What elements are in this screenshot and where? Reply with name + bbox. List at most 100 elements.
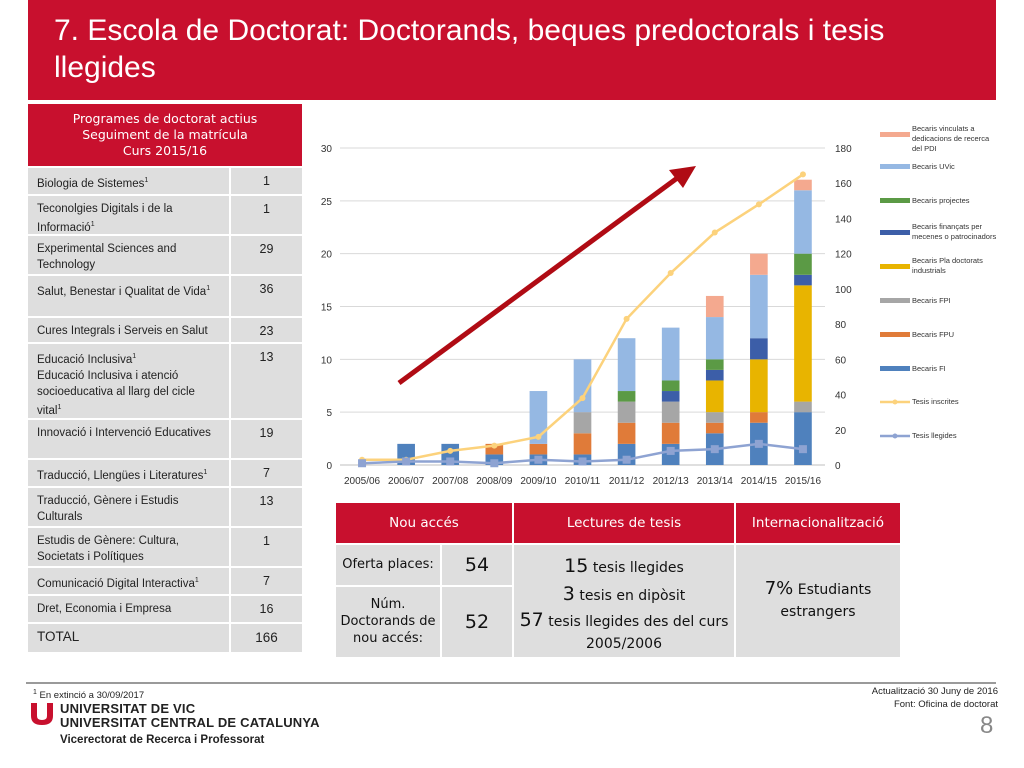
legend-label: Becaris FPU (912, 330, 954, 339)
program-value: 1 (229, 528, 302, 566)
program-name: Dret, Economia i Empresa (37, 601, 222, 617)
program-name-text: Experimental Sciences and Technology (37, 243, 177, 271)
line-point (491, 442, 498, 449)
right-axis-tick: 20 (835, 426, 847, 437)
slide-title: 7. Escola de Doctorat: Doctorands, beque… (54, 14, 885, 84)
x-axis-tick: 2008/09 (476, 476, 513, 487)
lectures-line-1: 15 tesis llegides (514, 553, 734, 581)
program-name-text: Traducció, Gènere i Estudis Culturals (37, 495, 179, 523)
line-point (667, 270, 674, 277)
bar-segment (705, 295, 724, 318)
right-axis-tick: 60 (835, 355, 847, 366)
program-row: Innovació i Intervenció Educatives 19 (28, 420, 302, 460)
oferta-label: Oferta places: (336, 545, 440, 585)
page-number: 8 (980, 712, 994, 739)
bar-segment (705, 369, 724, 381)
program-name-text: Cures Integrals i Serveis en Salut (37, 325, 208, 337)
program-row: Estudis de Gènere: Cultura, Societats i … (28, 528, 302, 568)
intl-text: Estudiants estrangers (780, 582, 872, 620)
line-point (798, 445, 807, 454)
update-line1: Actualització 30 Juny de 2016 (871, 686, 998, 697)
bar-segment (485, 443, 504, 455)
trend-arrow-head (669, 166, 696, 188)
update-line2: Font: Oficina de doctorat (893, 699, 998, 710)
x-axis-tick: 2006/07 (388, 476, 425, 487)
program-row: Cures Integrals i Serveis en Salut 23 (28, 318, 302, 344)
bar-segment (617, 422, 636, 444)
legend-label: Becaris FI (912, 364, 946, 373)
line-point (490, 459, 499, 468)
program-row: Traducció, Llengües i Literatures1 7 (28, 460, 302, 488)
line-point (447, 447, 454, 454)
left-axis-tick: 30 (321, 144, 333, 155)
bar-segment (794, 285, 812, 402)
program-value: 23 (229, 318, 302, 342)
nou-value: 52 (442, 587, 512, 657)
right-axis-tick: 40 (835, 391, 847, 402)
bar-segment (661, 422, 680, 444)
program-footnote-mark: 1 (206, 285, 211, 292)
intl-num: 7% (764, 578, 794, 599)
bar-segment (794, 401, 812, 413)
program-value: 16 (229, 596, 302, 622)
lectures-line-3: 57 tesis llegides des del curs 2005/2006 (514, 609, 734, 655)
program-row: Teconolgies Digitals i de la Informació1… (28, 196, 302, 236)
program-value: 13 (229, 488, 302, 526)
legend-label: Tesis llegides (912, 431, 957, 440)
line-point (578, 457, 587, 466)
university-logo-icon (31, 703, 53, 725)
bar-segment (750, 274, 768, 339)
header-lectures: Lectures de tesis (514, 503, 734, 543)
lectures-text-1: tesis llegides (592, 560, 684, 576)
footnote: 1 En extinció a 30/09/2017 (33, 689, 144, 701)
program-name: TOTAL (37, 629, 222, 645)
program-name-line2: Educació Inclusiva i atenció socioeducat… (37, 369, 195, 417)
program-row: Dret, Economia i Empresa 16 (28, 596, 302, 624)
bar-segment (617, 391, 636, 402)
legend-label: Becaris FPI (912, 296, 951, 305)
bar-segment (794, 253, 812, 275)
program-name-text: Innovació i Intervenció Educatives (37, 427, 211, 439)
title-bar: 7. Escola de Doctorat: Doctorands, beque… (28, 0, 996, 100)
bar-segment (661, 327, 680, 381)
update-info: Actualització 30 Juny de 2016 Font: Ofic… (872, 685, 998, 711)
legend-label: Becaris UVic (912, 162, 955, 171)
programs-header-line3: Curs 2015/16 (122, 143, 208, 158)
legend-swatch (880, 264, 910, 269)
program-name-line1: Educació Inclusiva (37, 353, 133, 366)
right-axis-tick: 180 (835, 144, 852, 155)
bar-segment (529, 443, 548, 455)
right-axis-tick: 140 (835, 214, 852, 225)
program-name-text: Estudis de Gènere: Cultura, Societats i … (37, 535, 179, 563)
line-point (446, 457, 455, 466)
bar-segment (705, 422, 724, 434)
program-value: 13 (229, 344, 302, 418)
doctorate-chart: 0 5 10 15 20 25 30 0 20 40 60 80 100 120 140 160 180 2005… (321, 124, 997, 487)
line-point (534, 455, 543, 464)
left-axis-tick: 15 (321, 303, 333, 314)
program-footnote-mark: 1 (194, 577, 199, 584)
nou-label: Núm. Doctorands de nou accés: (336, 587, 440, 657)
bar-segment (794, 190, 812, 254)
program-name: Cures Integrals i Serveis en Salut (37, 323, 222, 339)
bar-segment (705, 317, 724, 360)
right-axis-tick: 120 (835, 250, 852, 261)
lectures-cell: 15 tesis llegides 3 tesis en dipòsit 57 … (514, 545, 734, 657)
program-name: Comunicació Digital Interactiva1 (37, 573, 222, 592)
left-axis-tick: 0 (326, 461, 332, 472)
program-footnote-mark: 1 (90, 221, 95, 228)
program-name: Teconolgies Digitals i de la Informació1 (37, 201, 222, 236)
left-axis-tick: 20 (321, 250, 333, 261)
x-axis-tick: 2015/16 (785, 476, 822, 487)
bar-segment (661, 401, 680, 423)
legend-swatch (880, 230, 910, 235)
right-axis-tick: 80 (835, 320, 847, 331)
legend-swatch (880, 198, 910, 203)
left-axis-tick: 25 (321, 197, 333, 208)
bar-segment (705, 359, 724, 370)
left-axis-tick: 10 (321, 355, 333, 366)
program-row: Biologia de Sistemes1 1 (28, 168, 302, 196)
program-value: 7 (229, 568, 302, 594)
program-value: 19 (229, 420, 302, 458)
program-name: Salut, Benestar i Qualitat de Vida1 (37, 281, 222, 300)
